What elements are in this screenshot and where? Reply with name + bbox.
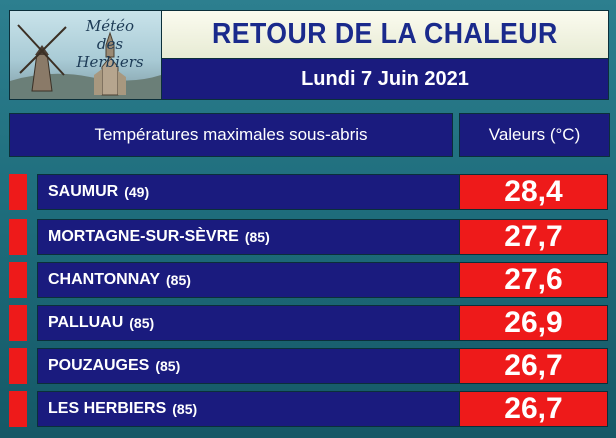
page-title: RETOUR DE LA CHALEUR	[212, 18, 558, 50]
station-cell: LES HERBIERS (85)	[37, 391, 460, 427]
value-column-label: Valeurs (°C)	[488, 125, 581, 144]
logo-line-1: Météo	[85, 17, 135, 35]
station-cell: POUZAUGES (85)	[37, 348, 460, 384]
row-marker	[9, 348, 27, 384]
value-column-header: Valeurs (°C)	[459, 113, 610, 157]
row-marker	[9, 391, 27, 427]
department-code: (85)	[155, 358, 181, 374]
temperature-value: 26,7	[459, 391, 608, 427]
station-name: MORTAGNE-SUR-SÈVRE	[48, 228, 239, 245]
temperature-value: 27,6	[459, 262, 608, 298]
department-code: (85)	[129, 315, 155, 331]
station-cell: PALLUAU (85)	[37, 305, 460, 341]
station-column-label: Températures maximales sous-abris	[94, 125, 368, 144]
table-row: LES HERBIERS (85) 26,7	[9, 391, 608, 427]
station-name: LES HERBIERS	[48, 400, 167, 417]
table-row: PALLUAU (85) 26,9	[9, 305, 608, 341]
department-code: (85)	[172, 401, 198, 417]
station-cell: SAUMUR (49)	[37, 174, 460, 210]
row-marker	[9, 305, 27, 341]
row-marker	[9, 262, 27, 298]
table-row: MORTAGNE-SUR-SÈVRE (85) 27,7	[9, 219, 608, 255]
date-banner: Lundi 7 Juin 2021	[161, 58, 609, 100]
windmill-illustration	[10, 24, 161, 99]
station-cell: CHANTONNAY (85)	[37, 262, 460, 298]
station-name: SAUMUR	[48, 183, 119, 200]
logo-text: Météo des Herbiers	[65, 17, 155, 71]
department-code: (49)	[124, 184, 150, 200]
table-row: SAUMUR (49) 28,4	[9, 174, 608, 210]
station-name: PALLUAU	[48, 314, 124, 331]
station-column-header: Températures maximales sous-abris	[9, 113, 453, 157]
table-row: CHANTONNAY (85) 27,6	[9, 262, 608, 298]
logo: Météo des Herbiers	[9, 10, 162, 100]
station-name: CHANTONNAY	[48, 271, 161, 288]
department-code: (85)	[244, 229, 270, 245]
temperature-value: 26,7	[459, 348, 608, 384]
station-name: POUZAUGES	[48, 357, 150, 374]
temperature-value: 26,9	[459, 305, 608, 341]
table-row: POUZAUGES (85) 26,7	[9, 348, 608, 384]
row-marker	[9, 219, 27, 255]
date-label: Lundi 7 Juin 2021	[301, 67, 469, 90]
logo-line-2: des Herbiers	[76, 35, 144, 71]
temperature-value: 27,7	[459, 219, 608, 255]
title-banner: RETOUR DE LA CHALEUR	[161, 10, 609, 59]
department-code: (85)	[166, 272, 191, 288]
temperature-value: 28,4	[459, 174, 608, 210]
row-marker	[9, 174, 27, 210]
station-cell: MORTAGNE-SUR-SÈVRE (85)	[37, 219, 460, 255]
